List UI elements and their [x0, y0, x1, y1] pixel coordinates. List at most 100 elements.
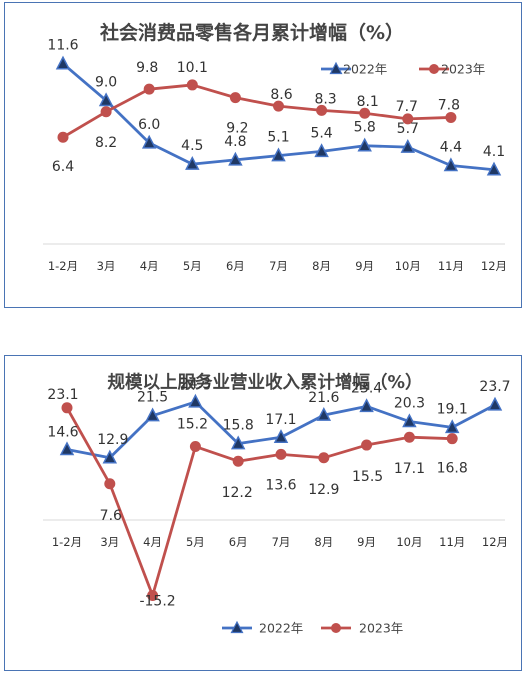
series-2023-data-label: 23.1	[47, 387, 78, 403]
series-2022-point	[102, 449, 118, 464]
series-2023-data-label: 9.8	[136, 60, 158, 76]
series-2023-point	[147, 589, 159, 601]
x-tick-label: 7月	[269, 259, 288, 273]
series-2023-data-label: 10.1	[177, 60, 208, 76]
series-2022-point	[59, 441, 75, 456]
series-2022-point	[55, 55, 71, 70]
series-2023-data-label: 15.5	[352, 469, 383, 485]
series-2022-point	[359, 398, 374, 413]
series-2023-data-label: 7.6	[100, 508, 122, 524]
series-2022-point	[228, 151, 243, 166]
series-2023-data-label: 15.2	[177, 417, 208, 433]
legend-2023-label: 2023年	[359, 621, 403, 636]
series-2023-data-label: -15.2	[139, 593, 175, 609]
series-2023-data-label: 9.2	[226, 121, 248, 137]
series-2022-point	[185, 155, 200, 170]
legend-circle-marker	[331, 623, 341, 633]
legend-2023: 2023年	[321, 621, 403, 636]
x-tick-label: 9月	[357, 535, 376, 549]
series-2023-point	[273, 100, 284, 112]
series-2022-point	[271, 147, 286, 162]
x-tick-label: 5月	[186, 535, 205, 549]
retail-sales-chart: 社会消费品零售各月累计增幅（%） 1-2月 3月 4月 5月 6月 7月 8月 9月 10月 11月…	[43, 21, 507, 273]
legend-2022: 2022年	[222, 621, 303, 636]
series-2023-point	[229, 92, 241, 104]
legend-2023: 2023年	[419, 62, 485, 77]
series-2022-data-label: 19.1	[437, 401, 468, 417]
series-2023-point	[232, 455, 244, 467]
series-2022-data-label: 4.4	[440, 140, 462, 156]
series-2023-markers	[57, 79, 457, 143]
series-2022-data-label: 6.0	[138, 117, 160, 133]
series-2022-point	[145, 407, 160, 422]
chart-title: 社会消费品零售各月累计增幅（%）	[99, 21, 404, 44]
service-revenue-chart: 规模以上服务业营业收入累计增幅（%） 1-2月 3月 4月 5月 6月 7月 8月 9月 10月 1…	[43, 372, 511, 636]
series-2023-point	[446, 433, 458, 445]
series-2023-point	[104, 478, 116, 490]
series-2022-point	[402, 413, 417, 428]
x-tick-label: 8月	[314, 535, 333, 549]
series-2022-point	[487, 396, 503, 411]
series-2023-data-label: 7.7	[396, 99, 418, 115]
legend-2022-label: 2022年	[343, 62, 387, 77]
series-2022-point	[400, 139, 416, 153]
x-tick-label: 4月	[140, 259, 159, 273]
x-tick-label: 4月	[143, 535, 162, 549]
series-2022-data-label: 5.1	[267, 130, 289, 146]
x-tick-label: 6月	[229, 535, 248, 549]
series-2023-data-label: 8.3	[314, 91, 336, 107]
series-2022-data-label: 20.3	[394, 396, 425, 412]
x-tick-label: 3月	[100, 535, 119, 549]
x-tick-label: 10月	[396, 535, 422, 549]
x-tick-label: 9月	[355, 259, 374, 273]
x-tick-label: 12月	[481, 259, 507, 273]
x-tick-label: 3月	[97, 259, 116, 273]
series-2022-point	[357, 137, 372, 152]
series-2022-data-label: 12.9	[97, 432, 128, 448]
legend-circle-marker	[429, 64, 439, 74]
series-2022-data-label: 21.6	[308, 390, 339, 406]
series-2023-markers	[61, 402, 458, 601]
retail-sales-chart-panel: 社会消费品零售各月累计增幅（%） 1-2月 3月 4月 5月 6月 7月 8月 9月 10月 11月…	[4, 2, 522, 308]
series-2023-point	[100, 106, 112, 118]
x-tick-label: 8月	[312, 259, 331, 273]
series-2022-point	[443, 157, 459, 172]
series-2023-point	[143, 83, 155, 95]
series-2023-data-label: 17.1	[394, 461, 425, 477]
series-2023-point	[402, 113, 414, 125]
series-2023-data-label: 12.2	[222, 485, 253, 501]
series-2023-line	[62, 83, 451, 139]
series-2022-point	[188, 393, 203, 408]
x-tick-label: 1-2月	[52, 535, 82, 549]
series-2022-point	[141, 134, 157, 149]
series-2022-markers	[59, 393, 503, 464]
x-tick-label: 5月	[183, 259, 202, 273]
series-2022-point	[316, 407, 332, 421]
series-2023-point	[445, 111, 457, 123]
series-2022-data-label: 23.7	[479, 379, 510, 395]
series-2022-data-label: 11.6	[47, 38, 78, 54]
series-2023-data-label: 8.6	[270, 87, 292, 103]
series-2023-point	[275, 448, 287, 460]
series-2023-point	[61, 402, 73, 414]
series-2022-data-label: 5.4	[310, 125, 332, 141]
series-2022-data-label: 21.5	[137, 390, 168, 406]
legend-2023-label: 2023年	[441, 62, 485, 77]
series-2022-point	[273, 429, 289, 443]
x-tick-label: 1-2月	[48, 259, 78, 273]
chart-title: 规模以上服务业营业收入累计增幅（%）	[107, 372, 422, 393]
x-tick-label: 11月	[439, 535, 465, 549]
series-2023-data-label: 13.6	[265, 477, 296, 493]
legend-2022: 2022年	[321, 62, 387, 77]
series-2023-point	[57, 131, 69, 143]
series-2023-data-label: 7.8	[438, 97, 460, 113]
legend-triangle-marker	[230, 620, 244, 634]
x-tick-label: 12月	[482, 535, 508, 549]
series-2023-point	[403, 431, 415, 443]
series-2023-data-label: 12.9	[308, 482, 339, 498]
series-2023-point	[318, 452, 330, 464]
series-2023-point	[316, 104, 328, 116]
series-2023-data-label: 8.2	[95, 135, 117, 151]
series-2023-data-label: 8.1	[357, 94, 379, 110]
series-2022-data-label: 5.8	[354, 120, 376, 136]
